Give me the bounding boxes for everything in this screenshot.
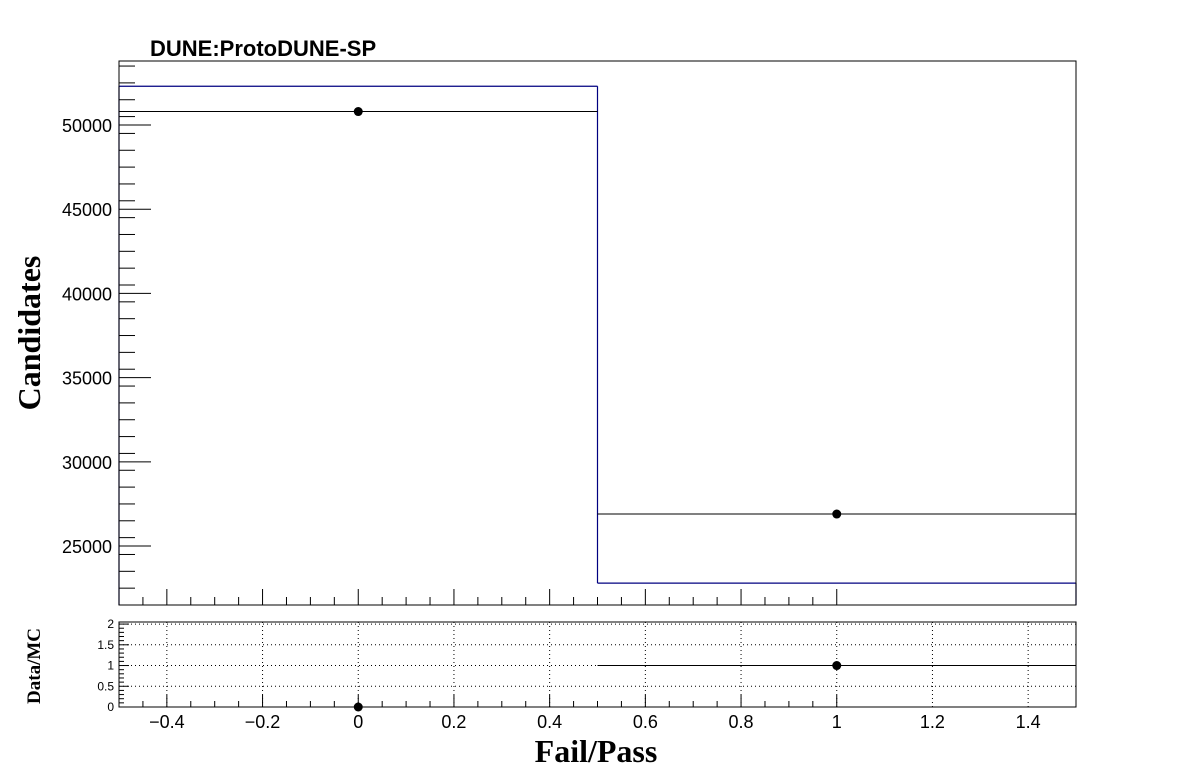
y-tick-label: 50000 [62,116,112,136]
x-tick-label: 0.4 [537,712,562,732]
data-point [832,509,842,519]
x-tick-label: 1.2 [920,712,945,732]
y-tick-label: 30000 [62,453,112,473]
ratio-y-tick-label: 2 [107,617,114,631]
x-tick-label: 0.2 [441,712,466,732]
x-axis-label: Fail/Pass [535,733,658,769]
ratio-y-tick-label: 0.5 [97,679,114,693]
main-data-points [119,107,1076,519]
y-tick-label: 25000 [62,537,112,557]
ratio-y-axis-label: Data/MC [24,628,45,704]
x-tick-label: 0.6 [633,712,658,732]
x-tick-label: 1.4 [1016,712,1041,732]
y-axis-label: Candidates [11,256,47,411]
ratio-y-tick-label: 1.5 [97,638,114,652]
x-tick-label: −0.4 [149,712,185,732]
y-tick-label: 40000 [62,284,112,304]
ratio-axes: 0 0.5 1 1.5 2 −0.4 −0.2 0 0.2 0.4 0.6 0.8 1 1.2 1.4 [97,617,1040,732]
main-axes: 25000 30000 35000 40000 45000 50000 [62,65,838,606]
main-histogram [118,85,1077,605]
ratio-y-tick-label: 0 [107,700,114,714]
data-point [353,107,363,117]
y-tick-label: 35000 [62,369,112,389]
x-tick-label: 0 [353,712,363,732]
ratio-point [832,661,842,671]
x-tick-label: 1 [832,712,842,732]
ratio-grid [119,622,1076,708]
x-tick-label: −0.2 [245,712,281,732]
x-tick-label: 0.8 [729,712,754,732]
y-tick-label: 45000 [62,200,112,220]
ratio-y-tick-label: 1 [107,659,114,673]
chart-title: DUNE:ProtoDUNE-SP [150,36,376,61]
